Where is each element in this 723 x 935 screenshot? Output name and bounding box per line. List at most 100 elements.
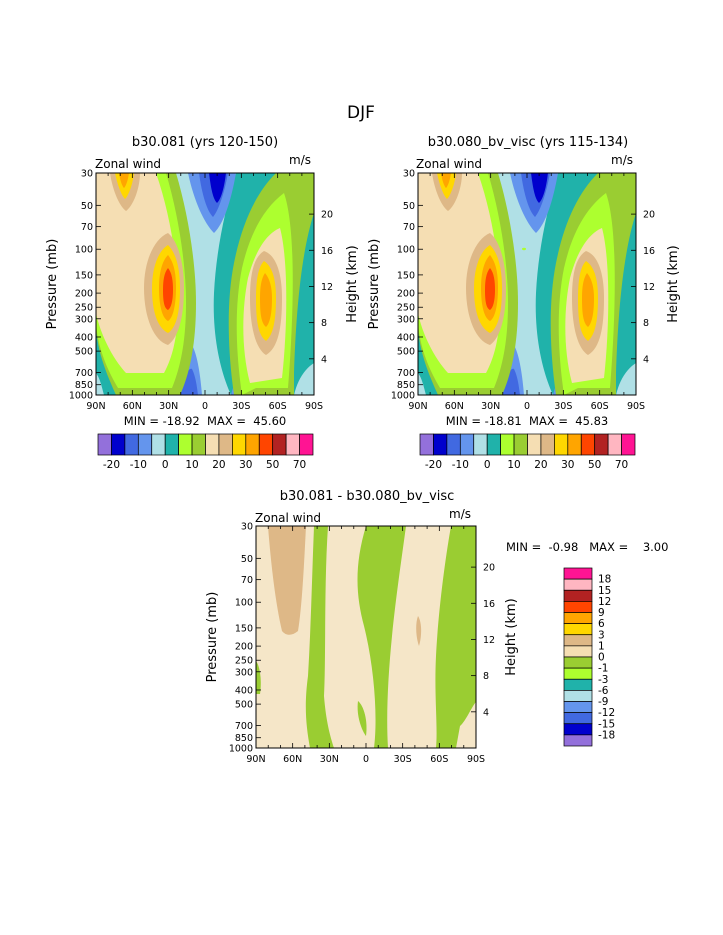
y-tick-label: 500	[397, 347, 415, 358]
x-tick-label: 90N	[246, 754, 265, 765]
colorbar-swatch	[563, 712, 593, 725]
colorbar-swatch	[299, 433, 314, 456]
panel-1-left-label: Zonal wind	[95, 157, 161, 171]
colorbar-label: 18	[598, 574, 611, 586]
y-tick-label: 500	[75, 347, 93, 358]
y-tick-label: 400	[75, 332, 93, 343]
x-tick-label: 0	[202, 401, 208, 412]
y-tick-label: 300	[397, 314, 415, 325]
y-tick-label: 850	[397, 380, 415, 391]
figure-title: DJF	[347, 103, 375, 123]
panel-2-ylabel: Pressure (mb)	[367, 239, 382, 330]
colorbar-swatch	[607, 433, 622, 456]
colorbar-swatch	[563, 667, 593, 680]
y-tick-label: 300	[235, 667, 253, 678]
colorbar-label: 0	[162, 459, 169, 471]
x-tick-label: 60N	[445, 401, 464, 412]
colorbar-label: 20	[212, 459, 225, 471]
panel-3-left-label: Zonal wind	[255, 511, 321, 525]
y-tick-label: 1000	[69, 391, 93, 402]
colorbar-swatch	[621, 433, 636, 456]
x-tick-label: 30N	[320, 754, 339, 765]
colorbar-swatch	[563, 734, 593, 747]
panel-1: b30.081 (yrs 120-150) Zonal wind m/s	[45, 135, 360, 471]
colorbar-swatch	[111, 433, 126, 456]
colorbar-label: -18	[598, 729, 615, 741]
colorbar-swatch	[563, 589, 593, 602]
y-right-tick-label: 4	[643, 354, 649, 365]
colorbar-swatch	[164, 433, 179, 456]
y-right-tick-label: 8	[483, 671, 489, 682]
y-tick-label: 30	[403, 169, 415, 180]
y-right-tick-label: 20	[483, 563, 495, 574]
colorbar-label: 70	[615, 459, 628, 471]
panel-3-minmax: MIN = -0.98 MAX = 3.00	[506, 540, 668, 554]
panel-2-axes: 90N 60N 30N 0 30S 60S 90S 30 50 70 100 150 200 250300…	[391, 169, 655, 413]
colorbar-swatch	[178, 433, 193, 456]
y-right-tick-label: 8	[321, 318, 327, 329]
colorbar-swatch	[151, 433, 166, 456]
colorbar-label: 70	[293, 459, 306, 471]
y-tick-label: 100	[397, 245, 415, 256]
y-tick-label: 200	[235, 642, 253, 653]
panel-3: b30.081 - b30.080_bv_visc Zonal wind m/s…	[205, 489, 668, 765]
x-tick-label: 30N	[481, 401, 500, 412]
panel-1-axes: 90N 60N 30N 0 30S 60S 90S 30 50 70 100 150 200 250300…	[69, 169, 333, 413]
panel-3-ylabel: Pressure (mb)	[205, 592, 220, 683]
colorbar-label: 0	[484, 459, 491, 471]
x-tick-label: 60S	[430, 754, 448, 765]
colorbar-swatch	[124, 433, 139, 456]
y-tick-label: 850	[235, 733, 253, 744]
y-right-tick-label: 16	[643, 246, 655, 257]
colorbar-swatch	[258, 433, 274, 456]
colorbar-swatch	[245, 433, 260, 456]
colorbar-label: -6	[598, 685, 609, 697]
colorbar-swatch	[554, 433, 569, 456]
colorbar-swatch	[137, 433, 153, 456]
y-right-tick-label: 12	[483, 635, 495, 646]
colorbar-label: 3	[598, 629, 605, 641]
colorbar-label: 15	[598, 585, 611, 597]
panel-1-contour-plot	[96, 173, 314, 395]
colorbar-label: -20	[425, 459, 442, 471]
x-tick-label: 90N	[408, 401, 427, 412]
y-tick-label: 150	[235, 623, 253, 634]
panel-2-colorbar: -20 -10 0 10 20 30 50 70	[419, 433, 636, 471]
colorbar-label: -15	[598, 718, 615, 730]
y-tick-label: 1000	[391, 391, 415, 402]
panel-2-units: m/s	[611, 153, 633, 167]
y-tick-label: 300	[75, 314, 93, 325]
y-tick-label: 400	[397, 332, 415, 343]
y-tick-label: 200	[397, 289, 415, 300]
y-tick-label: 250	[235, 656, 253, 667]
panel-2: b30.080_bv_visc (yrs 115-134) Zonal wind…	[367, 135, 681, 471]
colorbar-label: 0	[598, 652, 605, 664]
colorbar-swatch	[191, 433, 206, 456]
colorbar-swatch	[205, 433, 220, 456]
y-right-tick-label: 8	[643, 318, 649, 329]
x-tick-label: 30N	[159, 401, 178, 412]
colorbar-swatch	[527, 433, 542, 456]
colorbar-label: 1	[598, 640, 605, 652]
y-tick-label: 700	[235, 721, 253, 732]
y-right-tick-label: 12	[321, 282, 333, 293]
colorbar-swatch	[486, 433, 501, 456]
y-right-tick-label: 20	[321, 210, 333, 221]
colorbar-swatch	[563, 623, 593, 636]
colorbar-swatch	[446, 433, 461, 456]
colorbar-swatch	[513, 433, 528, 456]
panel-1-minmax: MIN = -18.92 MAX = 45.60	[124, 414, 286, 428]
y-tick-label: 500	[235, 700, 253, 711]
panel-2-contour-plot	[418, 173, 636, 395]
y-tick-label: 50	[81, 201, 93, 212]
panel-2-left-label: Zonal wind	[416, 157, 482, 171]
colorbar-swatch	[218, 433, 233, 456]
colorbar-label: -12	[598, 707, 615, 719]
colorbar-swatch	[500, 433, 515, 456]
y-tick-label: 1000	[229, 744, 253, 755]
colorbar-label: 30	[239, 459, 252, 471]
colorbar-label: 50	[588, 459, 601, 471]
colorbar-swatch	[580, 433, 596, 456]
colorbar-swatch	[594, 433, 609, 456]
